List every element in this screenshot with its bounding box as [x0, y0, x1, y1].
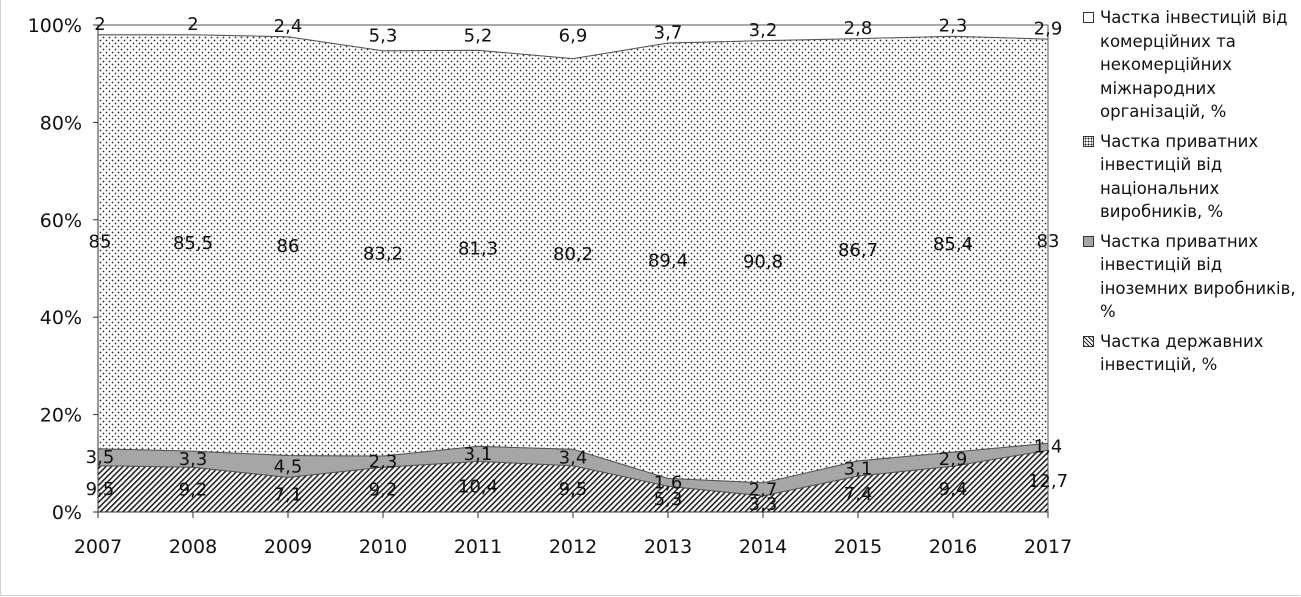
data-label-state: 9,2: [179, 480, 208, 501]
legend-item-state: Частка державних інвестицій, %: [1083, 330, 1298, 377]
legend-label-intl: Частка інвестицій від комерційних та нек…: [1100, 8, 1288, 121]
data-label-intl: 2: [94, 14, 105, 35]
x-tick-label: 2008: [169, 536, 217, 558]
data-label-domestic: 85: [89, 232, 112, 253]
legend-swatch-intl: [1083, 12, 1094, 23]
data-label-state: 7,4: [844, 484, 873, 505]
data-label-domestic: 80,2: [553, 244, 593, 265]
data-label-foreign: 3,1: [844, 458, 873, 479]
data-label-foreign: 2,3: [369, 452, 398, 473]
data-label-domestic: 89,4: [648, 251, 688, 272]
data-label-intl: 5,2: [464, 26, 493, 47]
data-label-domestic: 86,7: [838, 240, 878, 261]
data-label-state: 9,4: [939, 479, 968, 500]
data-label-domestic: 85,5: [173, 233, 213, 254]
data-label-foreign: 3,5: [86, 447, 115, 468]
data-label-foreign: 2,9: [939, 449, 968, 470]
data-label-domestic: 83: [1037, 231, 1060, 252]
y-tick-label: 40%: [40, 307, 82, 329]
data-label-foreign: 4,5: [274, 456, 303, 477]
data-label-intl: 2,8: [844, 18, 873, 39]
data-label-state: 10,4: [458, 477, 498, 498]
data-label-intl: 2,3: [939, 15, 968, 36]
data-label-foreign: 2,7: [749, 479, 778, 500]
stacked-area-chart: 0% 20% 40% 60% 80% 100% 2007 2008 2009 2010 2011 20…: [28, 14, 1073, 558]
data-label-state: 9,2: [369, 480, 398, 501]
data-label-domestic: 86: [277, 236, 300, 257]
data-label-foreign: 3,3: [179, 449, 208, 470]
data-label-intl: 2: [187, 14, 198, 35]
legend-swatch-state: [1083, 335, 1094, 347]
data-label-state: 3,3: [749, 494, 778, 515]
data-label-foreign: 3,1: [464, 444, 493, 465]
x-tick-label: 2016: [929, 536, 977, 558]
x-tick-label: 2009: [264, 536, 312, 558]
legend-label-foreign: Частка приватних інвестицій від іноземни…: [1100, 231, 1296, 322]
data-label-foreign: 1,4: [1034, 437, 1063, 458]
x-tick-label: 2010: [359, 536, 407, 558]
data-label-state: 9,5: [86, 479, 115, 500]
data-label-intl: 5,3: [369, 26, 398, 47]
data-label-state: 5,3: [654, 489, 683, 510]
x-tick-label: 2013: [644, 536, 692, 558]
data-label-domestic: 85,4: [933, 234, 973, 255]
x-tick-label: 2017: [1024, 536, 1072, 558]
data-label-intl: 2,4: [274, 16, 303, 37]
area-intl: [97, 24, 1049, 60]
x-tick-label: 2012: [549, 536, 597, 558]
legend-swatch-domestic: [1083, 135, 1094, 147]
legend-label-state: Частка державних інвестицій, %: [1100, 331, 1264, 375]
axes: 0% 20% 40% 60% 80% 100% 2007 2008 2009 2010 2011 20…: [28, 15, 1073, 558]
data-label-intl: 6,9: [559, 26, 588, 47]
x-tick-label: 2014: [739, 536, 787, 558]
data-label-domestic: 83,2: [363, 243, 403, 264]
x-tick-label: 2007: [74, 536, 122, 558]
y-tick-label: 60%: [40, 210, 82, 232]
legend: Частка інвестицій від комерційних та нек…: [1083, 6, 1298, 383]
data-label-foreign: 3,4: [559, 447, 588, 468]
data-label-domestic: 81,3: [458, 238, 498, 259]
area-layer: [97, 24, 1049, 513]
x-tick-label: 2011: [454, 536, 502, 558]
legend-item-domestic: Частка приватних інвестицій від націонал…: [1083, 130, 1298, 224]
legend-item-foreign: Частка приватних інвестицій від іноземни…: [1083, 230, 1298, 324]
data-label-intl: 2,9: [1034, 18, 1063, 39]
data-label-intl: 3,2: [749, 20, 778, 41]
data-labels: 9,5 9,2 7,1 9,2 10,4 9,5 5,3 3,3 7,4 9,4 12,7 3,5 3,…: [86, 14, 1068, 515]
y-tick-label: 80%: [40, 112, 82, 134]
data-label-state: 7,1: [274, 485, 303, 506]
data-label-state: 9,5: [559, 479, 588, 500]
data-label-state: 12,7: [1028, 471, 1068, 492]
data-label-intl: 3,7: [654, 22, 683, 43]
legend-swatch-foreign: [1083, 235, 1094, 247]
y-tick-label: 100%: [28, 15, 82, 37]
x-tick-label: 2015: [834, 536, 882, 558]
data-label-domestic: 90,8: [743, 252, 783, 273]
legend-item-intl: Частка інвестицій від комерційних та нек…: [1083, 6, 1298, 124]
y-tick-label: 20%: [40, 405, 82, 427]
y-tick-label: 0%: [52, 502, 82, 524]
data-label-foreign: 1,6: [654, 472, 683, 493]
legend-label-domestic: Частка приватних інвестицій від націонал…: [1100, 131, 1259, 222]
